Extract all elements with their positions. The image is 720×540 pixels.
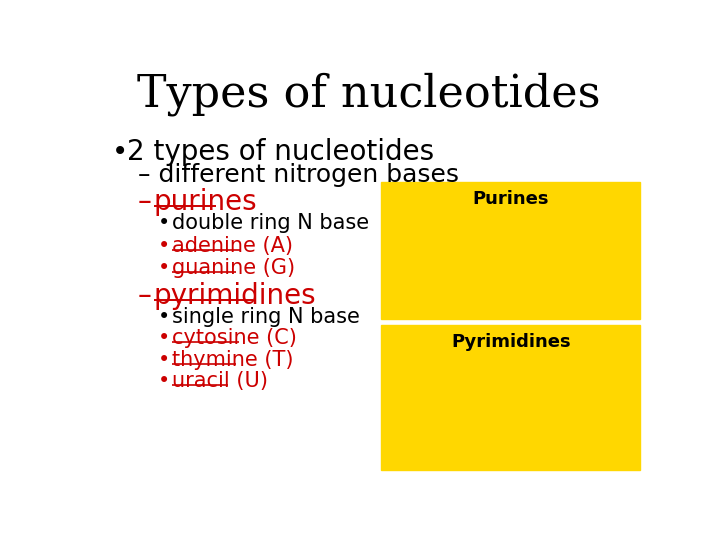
Text: •: • <box>158 372 171 392</box>
Text: •: • <box>112 138 128 166</box>
Text: –: – <box>138 188 161 216</box>
Text: –: – <box>138 282 161 310</box>
Text: uracil (U): uracil (U) <box>172 372 268 392</box>
FancyBboxPatch shape <box>381 182 640 319</box>
Text: •: • <box>158 307 171 327</box>
Text: pyrimidines: pyrimidines <box>153 282 316 310</box>
Text: purines: purines <box>153 188 257 216</box>
Text: Types of nucleotides: Types of nucleotides <box>138 72 600 116</box>
Text: Pyrimidines: Pyrimidines <box>451 333 571 351</box>
Text: double ring N base: double ring N base <box>172 213 369 233</box>
Text: guanine (G): guanine (G) <box>172 258 295 278</box>
Text: thymine (T): thymine (T) <box>172 350 294 370</box>
Text: single ring N base: single ring N base <box>172 307 360 327</box>
Text: •: • <box>158 213 171 233</box>
Text: Purines: Purines <box>472 190 549 208</box>
Text: adenine (A): adenine (A) <box>172 236 293 256</box>
Text: •: • <box>158 258 171 278</box>
Text: cytosine (C): cytosine (C) <box>172 328 297 348</box>
Text: •: • <box>158 350 171 370</box>
Text: •: • <box>158 236 171 256</box>
FancyBboxPatch shape <box>381 325 640 470</box>
Text: 2 types of nucleotides: 2 types of nucleotides <box>127 138 434 166</box>
Text: – different nitrogen bases: – different nitrogen bases <box>138 164 459 187</box>
Text: •: • <box>158 328 171 348</box>
